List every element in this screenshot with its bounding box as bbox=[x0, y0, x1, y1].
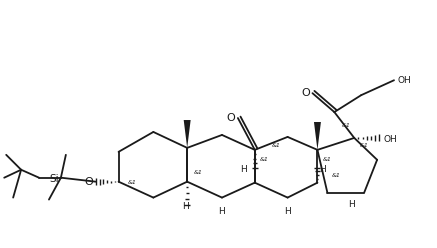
Text: &1: &1 bbox=[128, 180, 136, 185]
Text: &1: &1 bbox=[341, 124, 350, 128]
Text: H: H bbox=[240, 165, 247, 174]
Text: O: O bbox=[226, 113, 235, 123]
Text: &1: &1 bbox=[323, 157, 331, 162]
Text: &1: &1 bbox=[260, 157, 269, 162]
Text: H: H bbox=[348, 200, 355, 209]
Text: Si: Si bbox=[49, 174, 59, 184]
Text: OH: OH bbox=[383, 135, 397, 144]
Text: H: H bbox=[218, 207, 225, 216]
Text: H: H bbox=[182, 202, 188, 211]
Text: &1: &1 bbox=[331, 173, 340, 178]
Text: H: H bbox=[284, 207, 291, 216]
Text: OH: OH bbox=[398, 76, 412, 85]
Text: O: O bbox=[301, 88, 310, 98]
Text: &1: &1 bbox=[272, 143, 281, 148]
Text: O: O bbox=[84, 177, 93, 187]
Text: &1: &1 bbox=[359, 143, 368, 148]
Polygon shape bbox=[184, 120, 191, 148]
Text: &1: &1 bbox=[194, 170, 203, 175]
Polygon shape bbox=[314, 122, 321, 150]
Text: H: H bbox=[319, 165, 326, 174]
